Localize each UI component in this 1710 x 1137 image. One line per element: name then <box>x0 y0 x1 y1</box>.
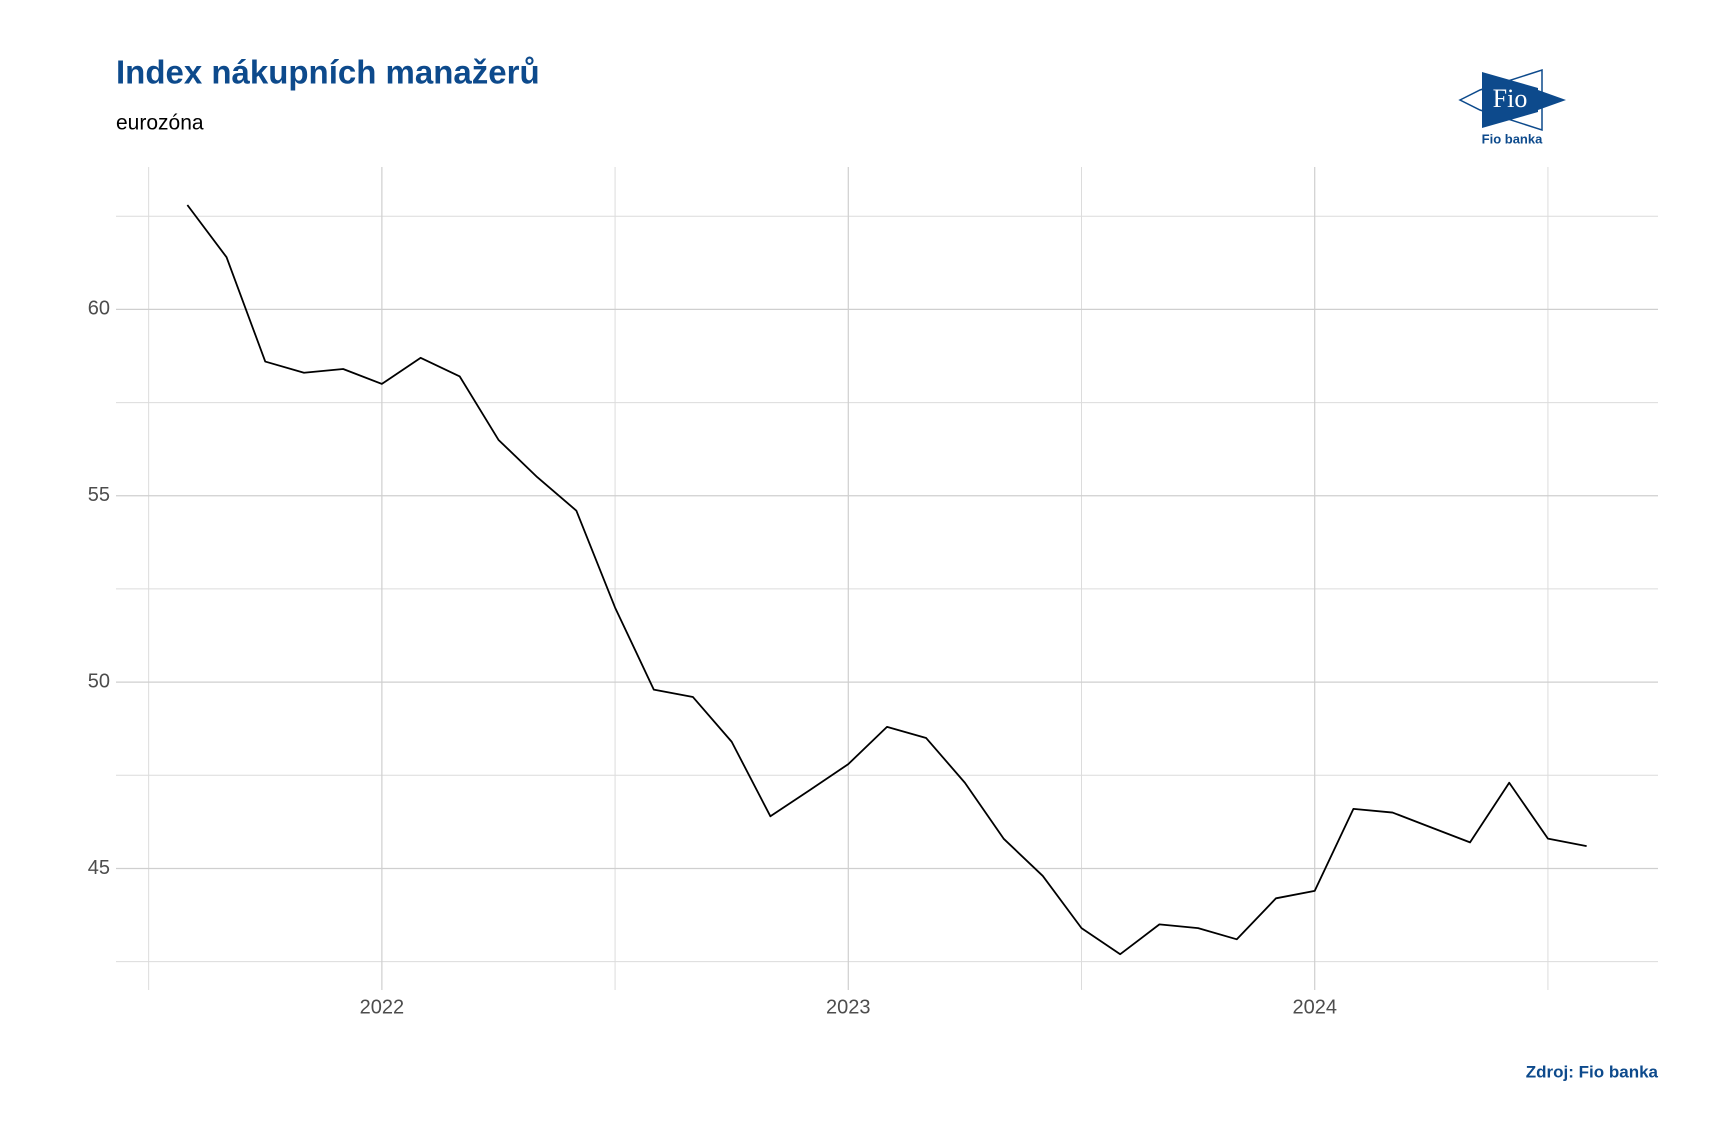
y-tick-label: 60 <box>88 298 110 320</box>
y-tick-label: 55 <box>88 484 110 506</box>
y-tick-label: 45 <box>88 857 110 879</box>
x-tick-label: 2023 <box>826 996 871 1018</box>
logo-flag <box>1482 72 1538 128</box>
x-tick-label: 2024 <box>1292 996 1337 1018</box>
logo-name: Fio banka <box>1482 131 1543 146</box>
logo-tip <box>1538 90 1566 110</box>
source: Zdroj: Fio banka <box>1526 1062 1659 1081</box>
chart-title: Index nákupních manažerů <box>116 54 540 91</box>
logo: Fio Fio banka <box>1458 68 1566 146</box>
chart-subtitle: eurozóna <box>116 112 204 135</box>
logo-mark: Fio <box>1493 84 1528 113</box>
x-tick-label: 2022 <box>360 996 405 1018</box>
line <box>186 204 1587 956</box>
y-tick-label: 50 <box>88 670 110 692</box>
